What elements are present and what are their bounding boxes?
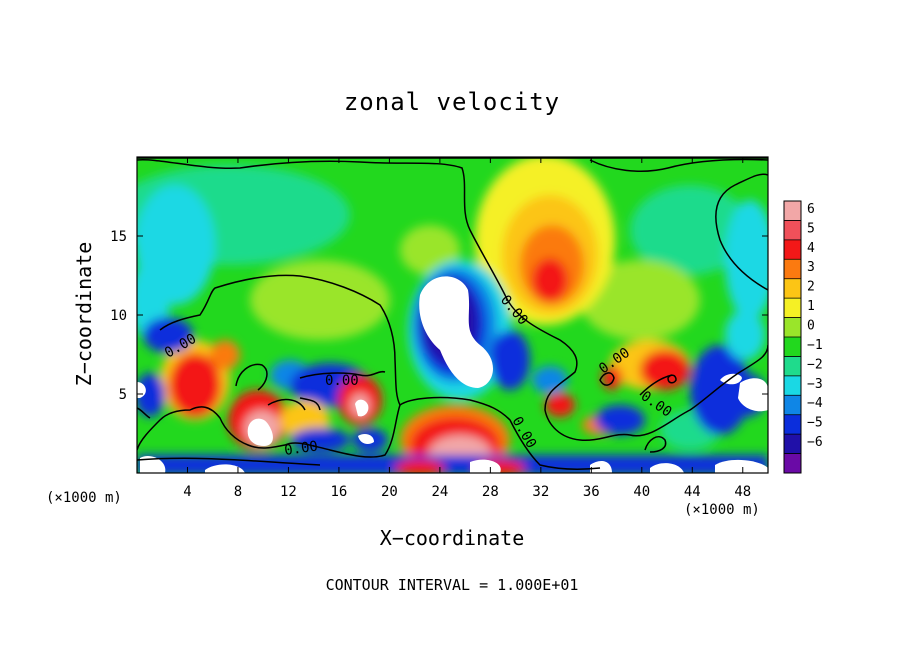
colorbar-swatch [784, 201, 801, 221]
x-tick-label: 8 [234, 484, 242, 500]
x-tick-label: 48 [734, 484, 751, 500]
contour-label: 0.00 [283, 438, 319, 459]
x-unit-label-left: (×1000 m) [46, 490, 122, 506]
x-axis: 4 8 12 16 20 24 28 32 36 40 44 48 [183, 157, 751, 500]
colorbar-swatch [784, 414, 801, 435]
colorbar-swatch [784, 395, 801, 416]
colorbar-label: 5 [807, 221, 815, 236]
y-axis: 5 10 15 [110, 229, 768, 403]
x-axis-label: X−coordinate [379, 526, 525, 550]
x-tick-label: 16 [330, 484, 347, 500]
contour-interval-text: CONTOUR INTERVAL = 1.000E+01 [325, 576, 579, 594]
colorbar-label: 2 [807, 280, 815, 295]
x-tick-label: 32 [532, 484, 549, 500]
colorbar-swatch [784, 278, 801, 299]
colorbar-swatch [784, 337, 801, 357]
colorbar-swatch [784, 317, 801, 338]
y-tick-label: 10 [110, 308, 127, 324]
zero-contours [137, 157, 768, 470]
colorbar-swatch [784, 434, 801, 455]
colorbar-swatch [784, 375, 801, 396]
contour-label: 0.00 [325, 373, 359, 389]
colorbar-swatch [784, 453, 801, 474]
colorbar-label: −4 [807, 396, 823, 411]
colorbar-swatch [784, 220, 801, 241]
colorbar-label: 6 [807, 202, 815, 217]
x-tick-label: 24 [431, 484, 448, 500]
colorbar-label: 4 [807, 241, 815, 256]
colorbar-label: −6 [807, 435, 823, 450]
colorbar-swatch [784, 298, 801, 319]
x-tick-label: 44 [684, 484, 701, 500]
colorbar-label: −3 [807, 377, 823, 392]
x-tick-label: 36 [583, 484, 600, 500]
colorbar-swatch [784, 259, 801, 280]
colorbar-label: 0 [807, 319, 815, 334]
chart-title: zonal velocity [343, 88, 561, 116]
y-tick-label: 5 [119, 387, 127, 403]
x-unit-label-right: (×1000 m) [684, 502, 760, 518]
colorbar-swatch [784, 239, 801, 260]
y-axis-label: Z−coordinate [72, 241, 96, 387]
colorbar-label: 1 [807, 299, 815, 314]
x-tick-label: 28 [482, 484, 499, 500]
x-tick-label: 20 [381, 484, 398, 500]
colorbar-label: −5 [807, 416, 823, 431]
x-tick-label: 4 [183, 484, 191, 500]
colorbar: 6 5 4 3 2 1 0 −1 −2 −3 −4 −5 −6 [783, 200, 823, 474]
colorbar-label: 3 [807, 260, 815, 275]
y-tick-label: 15 [110, 229, 127, 245]
colorbar-swatch [784, 356, 801, 377]
x-tick-label: 12 [280, 484, 297, 500]
contour-labels: 0.00 0.00 0.00 0.00 0.00 0.00 0.00 [162, 292, 675, 459]
colorbar-label: −1 [807, 338, 823, 353]
heatmap-field [137, 157, 768, 473]
colorbar-label: −2 [807, 357, 823, 372]
x-tick-label: 40 [633, 484, 650, 500]
